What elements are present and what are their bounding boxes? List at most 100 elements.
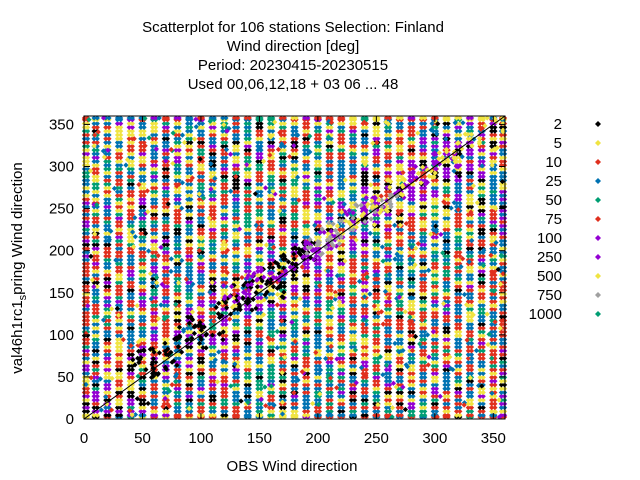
data-point xyxy=(141,268,147,274)
data-point xyxy=(176,249,182,255)
data-point xyxy=(281,370,288,377)
data-point xyxy=(196,147,202,153)
data-point xyxy=(173,215,179,221)
data-point xyxy=(114,219,121,225)
data-point xyxy=(91,397,97,403)
data-point xyxy=(138,124,144,130)
data-point xyxy=(153,325,159,331)
data-point xyxy=(94,177,100,183)
data-point xyxy=(129,321,135,327)
data-point xyxy=(94,291,100,297)
data-point xyxy=(138,367,144,373)
data-point xyxy=(231,139,238,146)
data-point xyxy=(164,374,171,380)
data-point xyxy=(235,136,241,142)
data-point xyxy=(94,139,100,146)
data-point xyxy=(208,192,214,199)
data-point xyxy=(220,325,226,331)
data-point xyxy=(258,401,264,407)
data-point xyxy=(270,321,276,327)
data-point xyxy=(114,405,121,411)
data-point xyxy=(141,242,147,248)
data-point xyxy=(103,215,109,221)
data-point xyxy=(138,158,144,165)
data-point xyxy=(141,336,147,343)
data-point xyxy=(243,359,249,365)
data-point xyxy=(176,238,182,244)
data-point xyxy=(223,204,229,210)
data-point xyxy=(106,314,112,320)
data-point xyxy=(270,336,276,343)
data-point xyxy=(114,143,121,149)
data-point xyxy=(173,264,179,271)
data-point xyxy=(161,143,167,149)
data-point xyxy=(188,139,194,146)
data-point xyxy=(129,336,135,343)
data-point xyxy=(270,223,276,229)
data-point xyxy=(164,287,171,293)
data-point xyxy=(266,321,273,327)
data-point xyxy=(208,370,214,377)
data-point xyxy=(220,192,226,199)
data-point xyxy=(220,170,226,176)
data-point xyxy=(118,211,124,218)
data-point xyxy=(149,329,156,335)
data-point xyxy=(94,215,100,221)
data-point xyxy=(243,147,249,153)
data-point xyxy=(231,208,238,214)
data-point xyxy=(196,352,202,358)
data-point xyxy=(246,181,252,187)
data-point xyxy=(141,158,147,165)
data-point xyxy=(149,162,156,168)
data-point xyxy=(114,264,121,271)
data-point xyxy=(114,151,121,157)
data-point xyxy=(196,276,202,282)
data-point xyxy=(129,181,135,187)
data-point xyxy=(138,166,144,172)
data-point xyxy=(270,378,276,384)
title-line-1: Scatterplot for 106 stations Selection: … xyxy=(142,19,444,36)
data-point xyxy=(176,268,182,274)
data-point xyxy=(243,238,249,244)
data-point xyxy=(185,238,191,244)
data-point xyxy=(246,298,252,305)
data-point xyxy=(176,283,182,290)
data-point xyxy=(161,306,167,312)
data-point xyxy=(231,192,238,199)
data-point xyxy=(94,223,100,229)
data-point xyxy=(138,287,144,293)
data-point xyxy=(258,389,264,396)
data-point xyxy=(114,132,121,138)
data-point xyxy=(118,412,124,418)
data-point xyxy=(211,139,217,146)
data-point xyxy=(270,405,276,411)
data-point xyxy=(235,132,241,138)
data-point xyxy=(153,302,159,308)
data-point xyxy=(85,287,91,293)
data-point xyxy=(185,306,191,312)
data-point xyxy=(235,314,241,320)
data-point xyxy=(129,261,135,267)
data-point xyxy=(188,306,194,312)
data-point xyxy=(185,147,191,153)
data-point xyxy=(94,329,100,335)
data-point xyxy=(94,261,100,267)
data-point xyxy=(106,283,112,290)
data-point xyxy=(91,185,97,191)
data-point xyxy=(114,120,121,127)
data-point xyxy=(94,242,100,248)
data-point xyxy=(141,401,147,407)
data-point xyxy=(106,174,112,180)
data-point xyxy=(114,196,121,202)
data-point xyxy=(223,181,229,187)
data-point xyxy=(220,204,226,210)
data-point xyxy=(106,136,112,142)
data-point xyxy=(278,348,284,354)
data-point xyxy=(243,181,249,187)
data-point xyxy=(246,408,252,415)
data-point xyxy=(199,306,206,312)
data-point xyxy=(138,401,144,407)
data-point xyxy=(188,276,194,282)
data-point xyxy=(220,132,226,138)
data-point xyxy=(176,355,182,361)
